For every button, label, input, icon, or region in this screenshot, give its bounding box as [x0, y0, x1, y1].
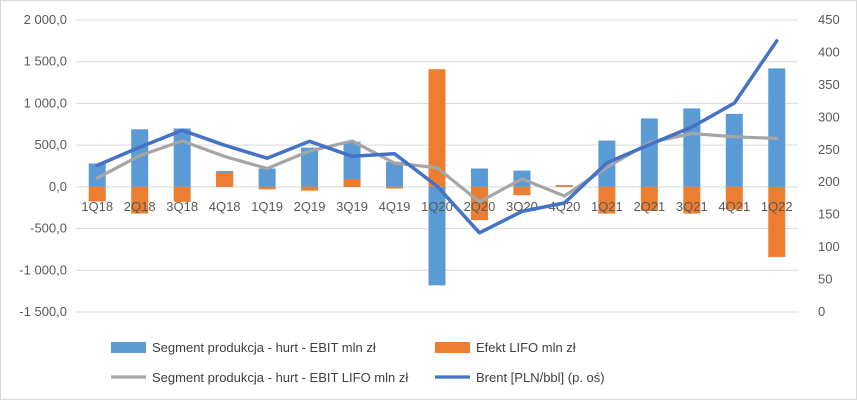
left-tick-label: -1 000,0 [19, 262, 67, 277]
right-tick-label: 50 [818, 272, 832, 287]
bar-efekt-lifo-mln-z [513, 186, 531, 196]
x-axis-categories: 1Q18 2Q18 3Q18 4Q18 1Q19 2Q19 3Q19 4Q19 1Q20 2Q20… [81, 199, 792, 214]
bar-efekt-lifo-mln-z [683, 186, 701, 214]
line-brent-pln-bbl-p-o [95, 39, 779, 235]
bar-efekt-lifo-mln-z [768, 186, 786, 257]
legend-swatch [435, 342, 470, 353]
bar-efekt-lifo-mln-z [216, 172, 234, 187]
bar-segment-produkcja-hurt-ebit-mln-z [386, 161, 404, 187]
bar-segment-produkcja-hurt-ebit-mln-z [683, 108, 701, 187]
right-tick-label: 150 [818, 207, 840, 222]
category-label: 1Q19 [251, 199, 283, 214]
left-tick-label: 2 000,0 [24, 12, 67, 27]
bar-segment-produkcja-hurt-ebit-mln-z [428, 186, 446, 286]
category-label: 1Q18 [81, 199, 113, 214]
bar-efekt-lifo-mln-z [343, 179, 361, 187]
right-tick-label: 100 [818, 239, 840, 254]
left-tick-label: 0,0 [49, 179, 67, 194]
category-label: 1Q21 [591, 199, 623, 214]
bar-efekt-lifo-mln-z [598, 186, 616, 214]
legend-label: Brent [PLN/bbl] (p. oś) [476, 370, 605, 385]
right-tick-label: 0 [818, 304, 825, 319]
right-tick-label: 200 [818, 174, 840, 189]
bar-segment-produkcja-hurt-ebit-mln-z [725, 113, 743, 187]
legend-label: Efekt LIFO mln zł [476, 340, 576, 355]
right-tick-label: 450 [818, 12, 840, 27]
category-label: 2Q20 [464, 199, 496, 214]
left-tick-label: 1 000,0 [24, 95, 67, 110]
right-tick-label: 400 [818, 44, 840, 59]
legend: Segment produkcja - hurt - EBIT mln zł Ef… [111, 340, 605, 385]
legend-label: Segment produkcja - hurt - EBIT mln zł [152, 340, 376, 355]
legend-swatch [111, 342, 146, 353]
bar-efekt-lifo-mln-z [725, 186, 743, 210]
bar-segment-produkcja-hurt-ebit-mln-z [88, 163, 106, 187]
category-label: 2Q18 [124, 199, 156, 214]
line-series [95, 39, 779, 235]
category-label: 2Q21 [633, 199, 665, 214]
right-tick-label: 350 [818, 77, 840, 92]
category-label: 3Q18 [166, 199, 198, 214]
category-label: 4Q21 [718, 199, 750, 214]
category-label: 1Q20 [421, 199, 453, 214]
right-tick-label: 250 [818, 142, 840, 157]
left-tick-label: -1 500,0 [19, 304, 67, 319]
bar-segment-produkcja-hurt-ebit-mln-z [470, 168, 488, 187]
left-y-axis: -1 500,0 -1 000,0 -500,0 0,0 500,0 1 000,0 1 5… [19, 12, 67, 319]
bar-series [88, 68, 786, 286]
bar-efekt-lifo-mln-z [555, 185, 573, 187]
bar-segment-produkcja-hurt-ebit-mln-z [768, 68, 786, 187]
bar-efekt-lifo-mln-z [640, 186, 658, 212]
category-label: 3Q19 [336, 199, 368, 214]
category-label: 3Q21 [676, 199, 708, 214]
right-tick-label: 300 [818, 109, 840, 124]
left-tick-label: -500,0 [30, 221, 67, 236]
left-tick-label: 1 500,0 [24, 54, 67, 69]
category-label: 4Q20 [549, 199, 581, 214]
bar-efekt-lifo-mln-z [131, 186, 149, 214]
bar-segment-produkcja-hurt-ebit-mln-z [301, 147, 319, 187]
category-label: 4Q19 [379, 199, 411, 214]
bar-efekt-lifo-mln-z [88, 186, 106, 202]
category-label: 4Q18 [209, 199, 241, 214]
bar-efekt-lifo-mln-z [301, 186, 319, 191]
category-label: 2Q19 [294, 199, 326, 214]
bar-efekt-lifo-mln-z [386, 186, 404, 189]
bar-efekt-lifo-mln-z [428, 69, 446, 187]
category-label: 1Q22 [761, 199, 793, 214]
left-tick-label: 500,0 [34, 137, 67, 152]
bar-efekt-lifo-mln-z [173, 186, 191, 202]
bar-segment-produkcja-hurt-ebit-mln-z [173, 128, 191, 187]
bar-segment-produkcja-hurt-ebit-mln-z [640, 118, 658, 187]
right-y-axis: 0 50 100 150 200 250 300 350 400 450 [818, 12, 840, 319]
bar-segment-produkcja-hurt-ebit-mln-z [258, 168, 276, 187]
bar-efekt-lifo-mln-z [258, 186, 276, 190]
bar-efekt-lifo-mln-z [470, 186, 488, 221]
legend-label: Segment produkcja - hurt - EBIT LIFO mln… [152, 370, 408, 385]
